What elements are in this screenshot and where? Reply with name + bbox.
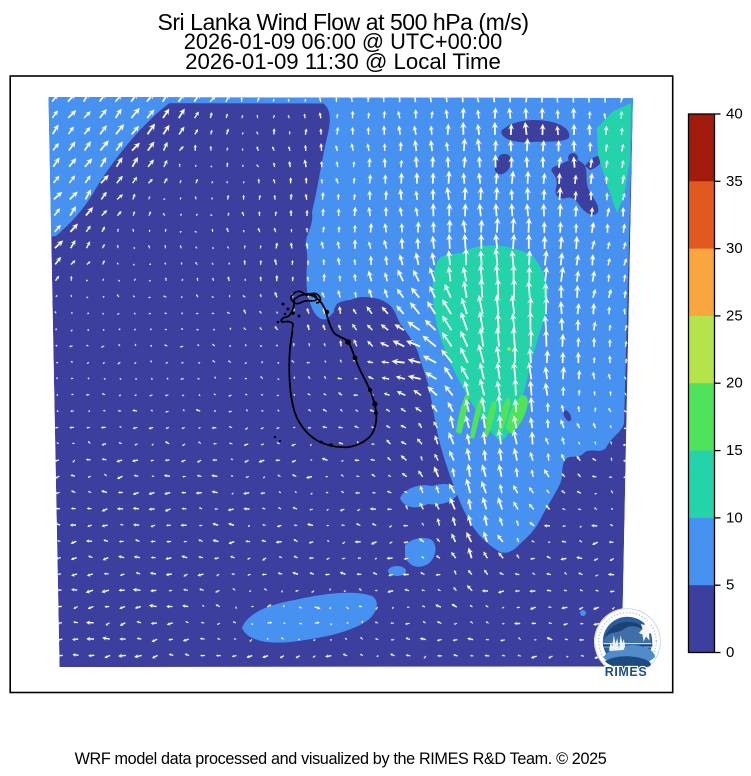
svg-text:40: 40 xyxy=(726,106,743,123)
svg-text:10: 10 xyxy=(726,509,743,526)
svg-text:25: 25 xyxy=(726,307,743,324)
svg-text:0: 0 xyxy=(726,644,734,661)
svg-text:RIMES: RIMES xyxy=(605,665,648,679)
svg-text:30: 30 xyxy=(726,240,743,257)
svg-text:20: 20 xyxy=(726,375,743,392)
svg-text:35: 35 xyxy=(726,173,743,190)
svg-text:15: 15 xyxy=(726,442,743,459)
svg-text:5: 5 xyxy=(726,577,734,594)
